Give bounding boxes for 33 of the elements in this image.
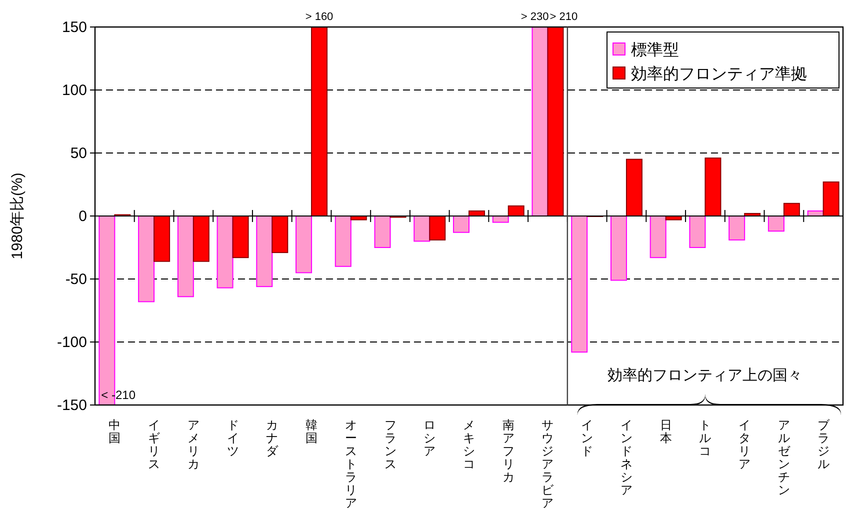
annotation: > 160 bbox=[305, 11, 334, 23]
annotation: > 210 bbox=[550, 11, 578, 23]
y-tick-label: 50 bbox=[70, 145, 87, 162]
x-tick-label: アメリカ bbox=[187, 418, 200, 471]
x-tick-label: インドネシア bbox=[620, 418, 632, 497]
x-tick-label: ドイツ bbox=[226, 418, 239, 458]
x-tick-label: 中国 bbox=[108, 418, 121, 445]
x-tick-label: インド bbox=[581, 418, 594, 458]
legend-label: 効率的フロンティア準拠 bbox=[631, 65, 807, 83]
x-tick-label: イタリア bbox=[738, 418, 751, 471]
y-tick-label: -50 bbox=[65, 271, 87, 288]
x-tick-label: 韓国 bbox=[306, 418, 318, 445]
ref-line-label: 効率的フロンティア上の国々 bbox=[608, 367, 803, 384]
x-tick-label: イギリス bbox=[148, 418, 160, 471]
y-tick-label: 150 bbox=[62, 19, 87, 36]
x-tick-label: 南アフリカ bbox=[502, 418, 514, 484]
x-tick-label: トルコ bbox=[699, 418, 712, 458]
legend-label: 標準型 bbox=[631, 41, 679, 59]
annotation: > 230 bbox=[520, 11, 549, 23]
x-tick-label: オーストラリア bbox=[344, 418, 357, 510]
x-tick-label: フランス bbox=[384, 418, 396, 471]
x-tick-label: ロシア bbox=[424, 418, 436, 458]
x-tick-label: カナダ bbox=[266, 418, 278, 458]
y-axis-title: 1980年比(%) bbox=[9, 172, 26, 260]
x-tick-label: ブラジル bbox=[817, 418, 830, 471]
y-tick-label: -150 bbox=[56, 397, 87, 414]
x-tick-label: アルゼンチン bbox=[778, 418, 790, 497]
y-tick-label: -100 bbox=[56, 334, 87, 351]
x-tick-label: サウジアラビア bbox=[542, 418, 554, 510]
y-tick-label: 100 bbox=[62, 82, 87, 99]
y-tick-label: 0 bbox=[78, 208, 87, 225]
x-tick-label: 日本 bbox=[660, 418, 672, 445]
x-tick-label: メキシコ bbox=[463, 418, 475, 471]
